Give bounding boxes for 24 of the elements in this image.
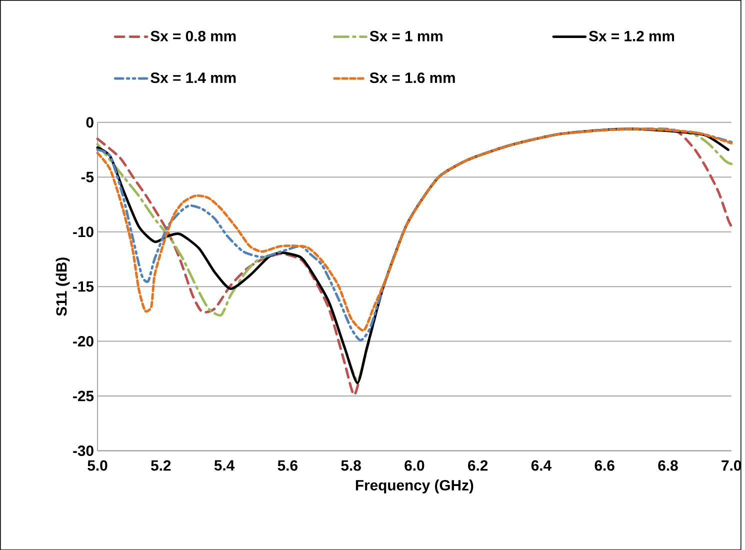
x-tick-label: 6.2 (468, 460, 488, 471)
legend-label: Sx = 0.8 mm (150, 30, 236, 42)
y-tick-label: -30 (73, 445, 94, 456)
x-tick-label: 5.8 (341, 460, 361, 471)
y-tick-label: -20 (73, 336, 94, 346)
y-axis-title: S11 (dB) (56, 257, 70, 316)
y-tick-label: 0 (86, 117, 94, 128)
x-axis-title: Frequency (GHz) (356, 479, 474, 494)
legend-label: Sx = 1.4 mm (150, 72, 236, 83)
y-tick-label: -15 (73, 281, 94, 292)
x-tick-label: 6.4 (531, 460, 552, 471)
y-tick-label: -25 (73, 390, 94, 402)
x-tick-label: 5.4 (214, 460, 235, 470)
legend-label: Sx = 1 mm (370, 30, 442, 42)
legend-label: Sx = 1.2 mm (589, 30, 674, 42)
x-tick-label: 6.6 (594, 460, 614, 471)
x-tick-label: 5.2 (151, 460, 171, 471)
x-tick-label: 6.8 (658, 460, 678, 471)
x-tick-label: 5.6 (278, 460, 298, 471)
legend-label: Sx = 1.6 mm (370, 72, 455, 83)
y-tick-label: -10 (73, 226, 94, 237)
y-tick-label: -5 (81, 172, 94, 182)
x-tick-label: 6.0 (404, 460, 424, 471)
x-tick-label: 5.0 (88, 460, 108, 471)
